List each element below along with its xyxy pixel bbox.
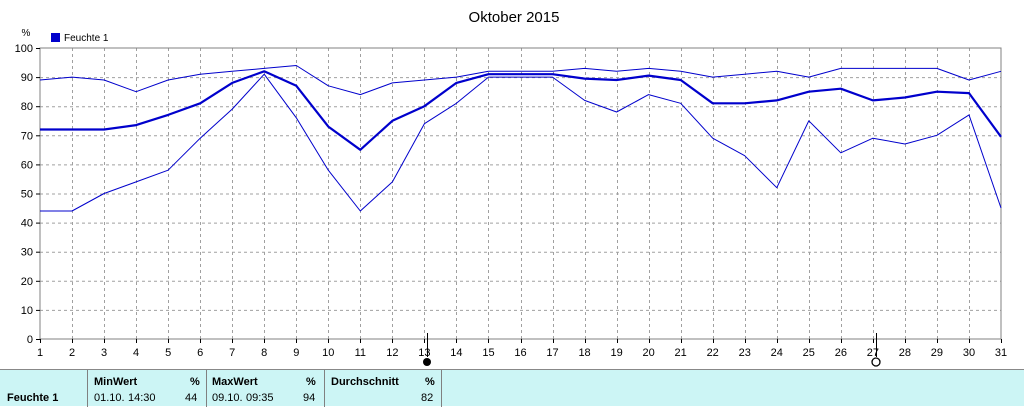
min-value: 44	[185, 392, 198, 404]
x-tick-label: 4	[133, 347, 139, 359]
max-date: 09.10.	[212, 392, 243, 404]
y-tick-label: 80	[21, 101, 33, 113]
x-tick-label: 7	[229, 347, 235, 359]
x-tick-label: 19	[610, 347, 622, 359]
column-divider	[206, 370, 207, 407]
x-tick-label: 6	[197, 347, 203, 359]
y-tick-label: 60	[21, 159, 33, 171]
min-header: MinWert	[94, 376, 138, 388]
x-tick-label: 16	[514, 347, 526, 359]
max-header: MaxWert	[212, 376, 258, 388]
min-date: 01.10.	[94, 392, 125, 404]
x-tick-label: 10	[322, 347, 334, 359]
moon-phase-markers	[423, 333, 881, 367]
y-tick-label: 20	[21, 276, 33, 288]
column-divider	[441, 370, 442, 407]
y-tick-label: 30	[21, 247, 33, 259]
avg-header: Durchschnitt	[331, 376, 399, 388]
x-tick-label: 12	[386, 347, 398, 359]
avg-unit: %	[425, 376, 435, 388]
series-lines	[39, 65, 1002, 212]
full-moon-icon	[871, 357, 881, 367]
column-divider	[324, 370, 325, 407]
x-tick-label: 30	[963, 347, 975, 359]
statistics-table: Feuchte 1 MinWert % 01.10. 14:30 44 MaxW…	[0, 369, 1024, 407]
stats-row-label: Feuchte 1	[7, 392, 59, 404]
x-tick-label: 31	[995, 347, 1007, 359]
y-tick-label: 40	[21, 218, 33, 230]
x-tick-label: 9	[293, 347, 299, 359]
humidity-chart: Oktober 2015 % Feuchte 1 0 10 20 30 40 50 60 70…	[15, 9, 1007, 367]
y-tick-label: 0	[27, 334, 33, 346]
max-unit: %	[306, 376, 316, 388]
x-tick-label: 8	[261, 347, 267, 359]
legend-swatch	[51, 33, 60, 42]
x-tick-label: 13	[418, 347, 430, 359]
series-line-min	[40, 73, 1002, 212]
y-axis-unit-label: %	[22, 28, 31, 39]
x-tick-label: 25	[803, 347, 815, 359]
x-tick-label: 17	[546, 347, 558, 359]
chart-title: Oktober 2015	[469, 9, 560, 26]
x-tick-label: 23	[739, 347, 751, 359]
y-tick-label: 50	[21, 189, 33, 201]
min-unit: %	[190, 376, 200, 388]
legend: Feuchte 1	[51, 33, 109, 44]
x-tick-label: 21	[675, 347, 687, 359]
x-tick-label: 11	[355, 347, 366, 359]
x-tick-label: 15	[482, 347, 494, 359]
series-line-max	[39, 65, 1002, 96]
y-tick-label: 70	[21, 130, 33, 142]
x-tick-label: 27	[867, 347, 879, 359]
legend-label: Feuchte 1	[64, 33, 109, 44]
x-tick-label: 1	[37, 347, 43, 359]
x-tick-label: 26	[835, 347, 847, 359]
max-time: 09:35	[246, 392, 274, 404]
column-divider	[87, 370, 88, 407]
x-tick-label: 14	[450, 347, 462, 359]
x-tick-label: 2	[69, 347, 75, 359]
avg-value: 82	[421, 392, 434, 404]
x-tick-label: 24	[771, 347, 783, 359]
min-time: 14:30	[128, 392, 156, 404]
x-tick-label: 5	[165, 347, 171, 359]
x-tick-label: 18	[578, 347, 590, 359]
max-value: 94	[303, 392, 316, 404]
y-tick-label: 90	[21, 72, 33, 84]
y-tick-label: 10	[21, 305, 33, 317]
x-tick-label: 22	[707, 347, 719, 359]
x-tick-label: 3	[101, 347, 107, 359]
series-line-average	[40, 70, 1002, 151]
new-moon-icon	[423, 358, 431, 366]
x-tick-label: 28	[899, 347, 911, 359]
grid	[40, 48, 1001, 339]
x-tick-label: 20	[643, 347, 655, 359]
y-tick-label: 100	[15, 43, 33, 55]
x-tick-label: 29	[931, 347, 943, 359]
